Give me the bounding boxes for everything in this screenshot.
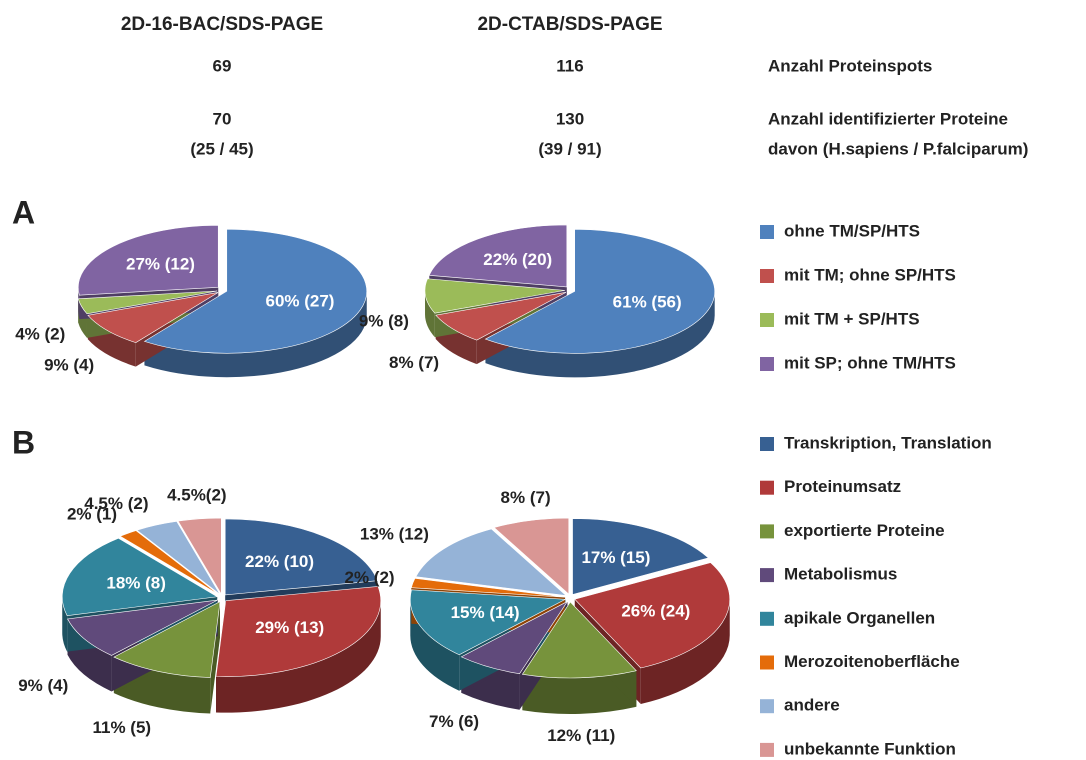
slice: [521, 601, 637, 679]
slice: [67, 599, 218, 656]
legend-swatch: [760, 568, 774, 583]
legend-label: mit SP; ohne TM/HTS: [784, 353, 956, 372]
legend-swatch: [760, 225, 774, 239]
slice: [493, 517, 570, 595]
slice: [113, 601, 221, 678]
value-label: 60% (27): [265, 291, 334, 310]
slice-side: [144, 291, 367, 378]
row-label: Anzahl Proteinspots: [768, 56, 932, 75]
value-label: 18% (8): [106, 573, 166, 592]
legend-label: Proteinumsatz: [784, 477, 901, 496]
slice-side: [522, 670, 637, 714]
slice: [61, 537, 219, 616]
value-label: 4.5%(2): [167, 486, 227, 505]
value-label: 9% (8): [359, 311, 409, 330]
value-label: 7% (6): [429, 712, 479, 731]
value-label: 29% (13): [255, 618, 324, 637]
slice: [143, 228, 367, 354]
value-label: 9% (4): [44, 355, 94, 374]
value-label: 22% (20): [483, 250, 552, 269]
value-label: 8% (7): [389, 353, 439, 372]
value-label: 4.5% (2): [84, 494, 148, 513]
value-label: 2% (2): [344, 568, 394, 587]
cell: 116: [556, 56, 583, 75]
legend-label: apikale Organellen: [784, 608, 935, 627]
legend-swatch: [760, 524, 774, 539]
slice: [87, 292, 219, 343]
cell: 69: [213, 56, 232, 75]
legend-swatch: [760, 655, 774, 670]
slice: [224, 518, 378, 596]
slice: [484, 229, 715, 354]
legend-label: exportierte Proteine: [784, 521, 945, 540]
slice-side: [485, 291, 715, 378]
cell: 130: [556, 109, 584, 128]
legend-swatch: [760, 437, 774, 451]
legend-label: Transkription, Translation: [784, 433, 992, 452]
panel-label: B: [12, 424, 35, 460]
legend-swatch: [760, 357, 774, 371]
cell: 70: [213, 109, 232, 128]
slice: [435, 292, 567, 341]
slice: [460, 601, 568, 675]
slice-side: [640, 599, 730, 705]
slice-side: [78, 287, 80, 320]
legend-label: mit TM + SP/HTS: [784, 309, 920, 328]
slice: [77, 290, 218, 315]
legend-swatch: [760, 269, 774, 283]
slice: [119, 530, 220, 596]
value-label: 8% (7): [501, 488, 551, 507]
slice: [177, 517, 222, 596]
value-label: 11% (5): [92, 718, 151, 737]
value-label: 61% (56): [613, 292, 682, 311]
slice: [428, 224, 568, 288]
legend-label: andere: [784, 696, 840, 715]
legend-swatch: [760, 611, 774, 626]
column-title: 2D-16-BAC/SDS-PAGE: [121, 14, 323, 35]
slice: [574, 562, 731, 669]
value-label: 15% (14): [451, 603, 520, 622]
legend-label: unbekannte Funktion: [784, 739, 956, 758]
cell: (25 / 45): [190, 139, 253, 158]
cell: (39 / 91): [538, 139, 601, 158]
slice: [215, 586, 382, 677]
column-title: 2D-CTAB/SDS-PAGE: [477, 14, 662, 35]
legend-swatch: [760, 313, 774, 327]
legend-label: ohne TM/SP/HTS: [784, 221, 920, 240]
slice: [572, 518, 709, 595]
panel-label: A: [12, 194, 35, 230]
row-label: davon (H.sapiens / P.falciparum): [768, 139, 1028, 158]
value-label: 26% (24): [621, 602, 690, 621]
value-label: 2% (1): [67, 504, 117, 523]
slice-side: [216, 600, 381, 713]
slice-side: [62, 596, 68, 652]
value-label: 9% (4): [18, 676, 68, 695]
slice: [424, 278, 566, 314]
slice-side: [410, 599, 460, 691]
value-label: 17% (15): [581, 548, 650, 567]
slice: [415, 528, 567, 596]
legend-label: Metabolismus: [784, 565, 897, 584]
legend-swatch: [760, 480, 774, 495]
slice: [77, 225, 219, 296]
value-label: 13% (12): [360, 524, 429, 543]
slice: [410, 578, 566, 598]
legend-swatch: [760, 742, 774, 757]
legend-label: Merozoitenoberfläche: [784, 652, 960, 671]
row-label: Anzahl identifizierter Proteine: [768, 109, 1008, 128]
value-label: 4% (2): [15, 325, 65, 344]
legend-swatch: [760, 699, 774, 714]
slice: [409, 589, 567, 656]
value-label: 22% (10): [245, 552, 314, 571]
legend-label: mit TM; ohne SP/HTS: [784, 265, 956, 284]
slice: [136, 521, 221, 595]
value-label: 27% (12): [126, 254, 195, 273]
value-label: 12% (11): [547, 726, 615, 745]
